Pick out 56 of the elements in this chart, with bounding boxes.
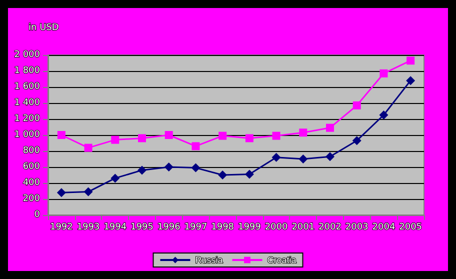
point bbox=[326, 152, 334, 162]
x-tick-label: 1995 bbox=[130, 222, 154, 232]
point bbox=[326, 124, 334, 132]
point bbox=[245, 134, 254, 142]
x-tick-label: 2001 bbox=[292, 222, 315, 232]
x-tick-label: 1997 bbox=[184, 222, 208, 232]
point bbox=[352, 136, 362, 146]
point bbox=[56, 188, 66, 198]
point bbox=[406, 76, 416, 86]
point bbox=[138, 134, 146, 142]
point bbox=[272, 132, 280, 140]
point bbox=[191, 163, 200, 172]
point bbox=[379, 110, 388, 120]
point bbox=[380, 69, 388, 78]
point bbox=[164, 162, 174, 172]
x-tick-label: 1993 bbox=[76, 222, 100, 232]
x-tick-label: 1996 bbox=[157, 222, 181, 232]
point bbox=[111, 136, 120, 144]
y-tick-label: 200 bbox=[22, 194, 40, 204]
y-tick-label: 2 000 bbox=[14, 50, 40, 60]
point bbox=[84, 144, 92, 152]
y-tick-label: 1 000 bbox=[14, 130, 40, 140]
point bbox=[299, 128, 308, 137]
legend-label: Russia bbox=[195, 255, 223, 265]
point bbox=[57, 131, 66, 139]
x-tick-label: 2004 bbox=[372, 222, 396, 232]
x-tick-label: 1994 bbox=[104, 222, 127, 232]
point bbox=[218, 132, 227, 140]
y-tick-label: 1 200 bbox=[14, 114, 40, 124]
point bbox=[244, 170, 254, 179]
point bbox=[84, 187, 93, 196]
y-tick-label: 1 800 bbox=[14, 66, 40, 76]
x-tick-label: 2002 bbox=[318, 222, 342, 232]
point bbox=[352, 101, 361, 110]
point bbox=[138, 166, 146, 175]
x-tick-label: 2005 bbox=[399, 222, 422, 232]
point bbox=[164, 131, 173, 139]
y-tick-label: 1 600 bbox=[14, 82, 40, 92]
legend-label: Croatia bbox=[267, 255, 296, 265]
y-axis-title: in USD bbox=[28, 23, 59, 33]
y-tick-label: 600 bbox=[22, 162, 40, 172]
point bbox=[110, 174, 120, 183]
point bbox=[192, 142, 200, 150]
point bbox=[218, 170, 228, 180]
y-tick-label: 0 bbox=[34, 210, 40, 220]
x-tick-label: 2003 bbox=[345, 222, 368, 232]
x-tick-label: 1992 bbox=[50, 222, 73, 232]
y-tick-label: 400 bbox=[22, 178, 40, 188]
x-tick-label: 2000 bbox=[264, 222, 288, 232]
point bbox=[298, 154, 308, 164]
y-tick-label: 800 bbox=[22, 146, 40, 156]
point bbox=[406, 56, 415, 65]
y-tick-label: 1 400 bbox=[14, 98, 40, 108]
point bbox=[272, 152, 281, 162]
x-tick-label: 1999 bbox=[238, 222, 262, 232]
x-tick-label: 1998 bbox=[211, 222, 234, 232]
